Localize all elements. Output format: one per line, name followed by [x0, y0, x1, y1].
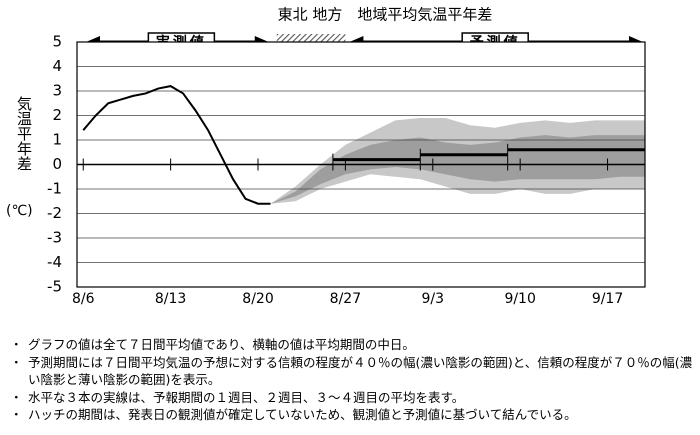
y-tick-label: 5: [52, 33, 62, 51]
x-tick-label: 8/6: [72, 291, 95, 307]
x-tick-label: 9/10: [504, 291, 535, 307]
y-tick-label: 0: [52, 155, 62, 173]
plot-frame: [76, 41, 646, 288]
y-tick-label: 1: [52, 131, 62, 149]
x-tick-label: 8/27: [330, 291, 361, 307]
note: 水平な３本の実線は、予報期間の１週目、２週目、３～４週目の平均を表す。: [10, 389, 695, 407]
y-tick-label: -5: [47, 278, 62, 296]
note: ハッチの期間は、発表日の観測値が確定していないため、観測値と予測値に基づいて結ん…: [10, 406, 695, 424]
y-tick-label: 3: [52, 82, 62, 100]
y-tick-label: 2: [52, 106, 62, 124]
x-tick-label: 8/13: [155, 291, 186, 307]
y-tick-label: -4: [47, 253, 62, 271]
band-40: [270, 135, 645, 204]
observed-line: [82, 85, 271, 205]
y-tick-label: 4: [52, 57, 62, 75]
x-tick-label: 9/3: [422, 291, 445, 307]
y-tick-label: -2: [47, 204, 62, 222]
chart-title: 東北 地方 地域平均気温平年差: [278, 6, 493, 24]
y-axis-unit: (℃): [6, 203, 33, 219]
note: グラフの値は全て７日間平均値であり、横軸の値は平均期間の中日。: [10, 336, 695, 354]
y-tick-label: -1: [47, 180, 62, 198]
y-axis-label: 気温平年差: [15, 96, 33, 171]
notes: グラフの値は全て７日間平均値であり、横軸の値は平均期間の中日。予測期間には７日間…: [10, 336, 695, 424]
note: 予測期間には７日間平均気温の予想に対する信頼の程度が４０％の幅(濃い陰影の範囲)…: [10, 354, 695, 389]
x-tick-label: 8/20: [242, 291, 273, 307]
x-tick-label: 9/17: [592, 291, 623, 307]
y-tick-label: -3: [47, 229, 62, 247]
